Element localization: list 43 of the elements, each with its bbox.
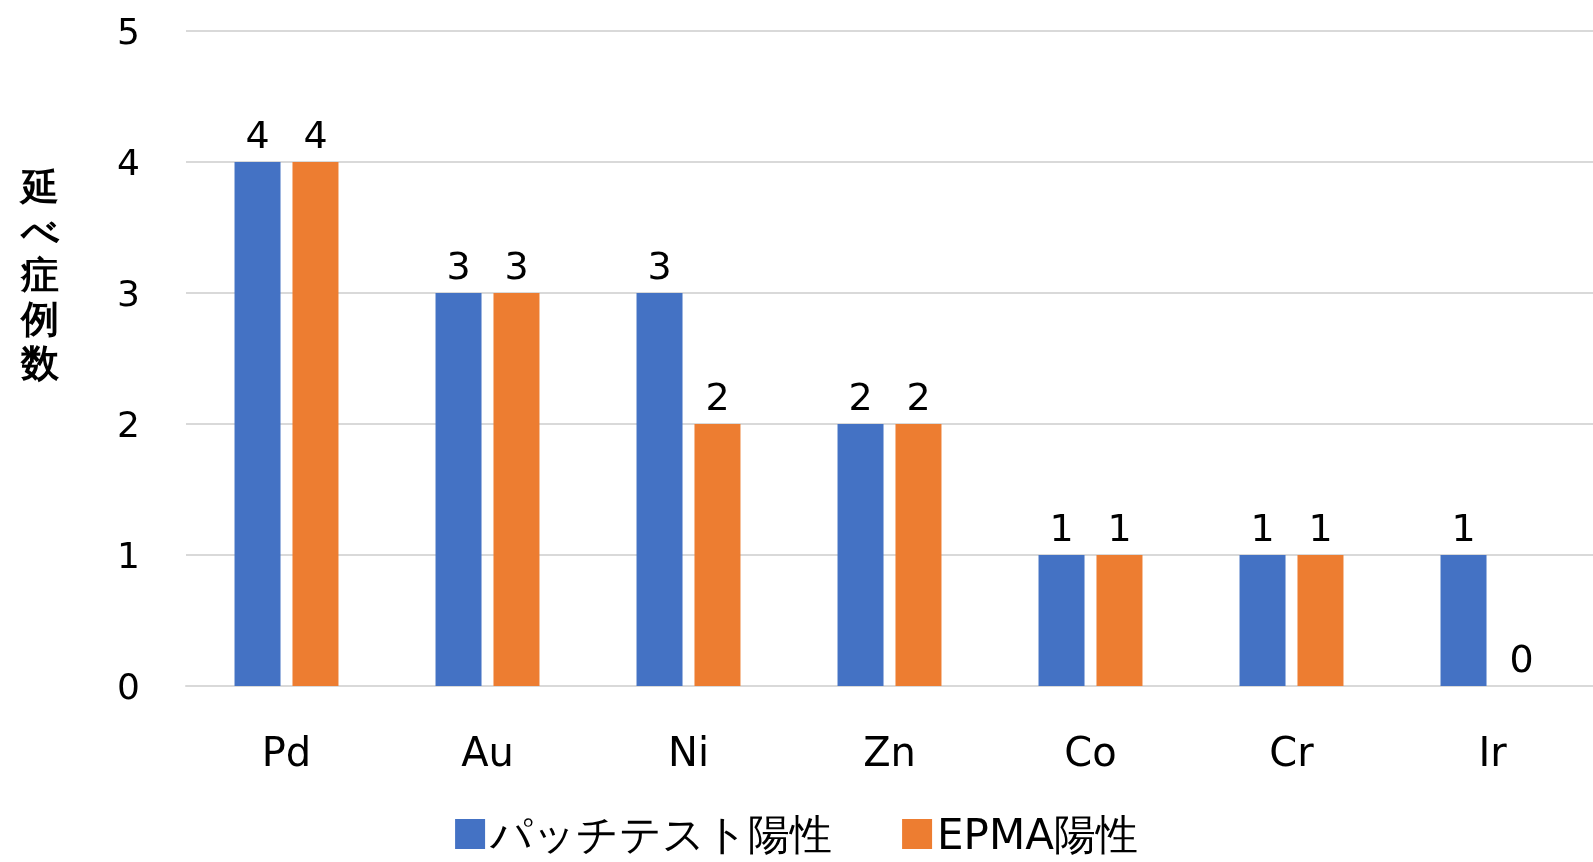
x-tick-label: Ir <box>1478 729 1508 775</box>
data-label: 1 <box>1107 506 1132 550</box>
bar <box>1239 555 1286 686</box>
bar <box>1038 555 1085 686</box>
data-label: 3 <box>504 244 529 288</box>
x-tick-label: Ni <box>667 729 710 775</box>
bar <box>292 162 339 686</box>
data-label: 1 <box>1451 506 1476 550</box>
data-label: 1 <box>1308 506 1333 550</box>
legend-label: パッチテスト陽性 <box>489 809 833 859</box>
data-label: 3 <box>647 244 672 288</box>
data-label: 2 <box>848 375 873 419</box>
legend-label: EPMA陽性 <box>937 809 1138 859</box>
x-tick-label: Cr <box>1269 729 1315 775</box>
x-tick-label: Pd <box>261 729 312 775</box>
data-label: 4 <box>245 113 270 157</box>
x-tick-label: Zn <box>863 729 916 775</box>
data-label: 0 <box>1509 637 1534 681</box>
bar <box>435 293 482 686</box>
y-tick-label: 4 <box>117 141 140 183</box>
y-tick-label: 1 <box>117 534 140 576</box>
y-tick-label: 2 <box>117 403 140 445</box>
y-tick-label: 5 <box>117 10 140 52</box>
data-label: 1 <box>1049 506 1074 550</box>
x-tick-label: Au <box>461 729 514 775</box>
y-axis-title: 延べ症例数 <box>18 165 61 385</box>
bar <box>1440 555 1487 686</box>
y-tick-label: 3 <box>117 272 140 314</box>
data-label: 1 <box>1250 506 1275 550</box>
y-tick-label: 0 <box>117 665 140 707</box>
bar <box>234 162 281 686</box>
data-label: 2 <box>705 375 730 419</box>
bar <box>636 293 683 686</box>
bar <box>694 424 741 686</box>
x-tick-label: Co <box>1064 729 1117 775</box>
bar <box>895 424 942 686</box>
data-label: 3 <box>446 244 471 288</box>
bar <box>1297 555 1344 686</box>
bar <box>1096 555 1143 686</box>
bar <box>493 293 540 686</box>
bar <box>837 424 884 686</box>
data-label: 4 <box>303 113 328 157</box>
data-label: 2 <box>906 375 931 419</box>
